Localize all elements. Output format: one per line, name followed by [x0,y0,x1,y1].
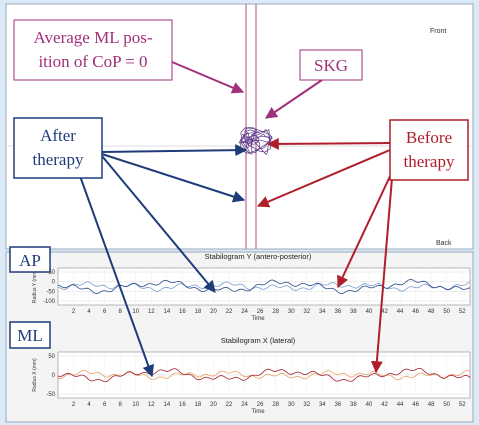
x-tick-label: 24 [241,309,248,315]
annotation-box [299,49,363,81]
chart-title: Stabilogram Y (antero-posterior) [205,252,312,261]
x-tick-label: 26 [257,402,264,408]
arrow [337,171,393,289]
signal-trace [57,367,471,383]
annotation: ition of CoP = 0 [38,52,147,71]
arrow [101,144,248,157]
x-tick-label: 6 [103,309,107,315]
x-tick-label: 52 [459,402,466,408]
x-tick-label: 34 [319,309,326,315]
x-tick-label: 2 [72,402,76,408]
x-tick-label: 26 [257,309,264,315]
x-axis-label: Time [251,409,265,415]
x-tick-label: 4 [87,309,91,315]
x-tick-label: 20 [210,402,217,408]
x-tick-label: 46 [412,402,419,408]
arrow [370,177,393,374]
x-tick-label: 40 [366,309,373,315]
arrow [265,79,323,119]
x-tick-label: 4 [87,402,91,408]
annotation-box [13,19,173,81]
y-axis-label: Radius Y (mm) [32,270,38,303]
x-tick-label: 6 [103,402,107,408]
annotation-box [9,321,51,349]
x-tick-label: 16 [179,309,186,315]
x-tick-label: 22 [226,309,233,315]
x-tick-label: 10 [132,402,139,408]
x-tick-label: 2 [72,309,76,315]
x-tick-label: 22 [226,402,233,408]
annotation-box [389,119,469,181]
x-tick-label: 42 [381,309,388,315]
annotation: After [40,126,76,145]
x-tick-label: 40 [366,402,373,408]
y-tick-label: -50 [46,392,55,398]
x-tick-label: 36 [335,309,342,315]
x-tick-label: 50 [443,402,450,408]
x-tick-label: 48 [428,309,435,315]
annotation: Before [406,128,452,147]
x-tick-label: 50 [443,309,450,315]
skg-trace [238,127,273,156]
x-tick-label: 18 [195,402,202,408]
x-tick-label: 42 [381,402,388,408]
x-tick-label: 30 [288,402,295,408]
x-tick-label: 32 [303,402,310,408]
x-tick-label: 18 [195,309,202,315]
x-tick-label: 32 [303,309,310,315]
signal-trace [57,279,471,295]
y-tick-label: -50 [46,289,55,295]
back-label: Back [436,240,452,247]
arrow [101,153,246,203]
annotation-box [13,117,103,179]
x-tick-label: 14 [163,309,170,315]
chart-title: Stabilogram X (lateral) [221,336,296,345]
x-tick-label: 48 [428,402,435,408]
annotation: AP [19,251,41,270]
x-tick-label: 14 [163,402,170,408]
x-tick-label: 44 [397,402,404,408]
x-tick-label: 46 [412,309,419,315]
front-label: Front [430,28,446,35]
x-tick-label: 52 [459,309,466,315]
arrow [171,61,245,94]
annotation-box [9,246,51,273]
arrow [101,155,216,293]
annotation: therapy [33,150,84,169]
annotation: therapy [404,152,455,171]
x-tick-label: 38 [350,402,357,408]
x-tick-label: 12 [148,402,155,408]
x-tick-label: 28 [272,402,279,408]
x-tick-label: 44 [397,309,404,315]
y-tick-label: 50 [48,270,55,276]
y-axis-label: Radius X (mm) [32,358,38,392]
annotation: ML [17,326,43,345]
x-tick-label: 28 [272,309,279,315]
y-tick-label: 50 [48,354,55,360]
annotation: Average ML pos- [34,28,153,47]
x-tick-label: 10 [132,309,139,315]
x-tick-label: 30 [288,309,295,315]
arrow [266,137,391,150]
x-tick-label: 24 [241,402,248,408]
annotation: SKG [314,56,348,75]
x-tick-label: 8 [119,402,123,408]
x-tick-label: 34 [319,402,326,408]
x-tick-label: 36 [335,402,342,408]
x-tick-label: 8 [119,309,123,315]
x-tick-label: 20 [210,309,217,315]
y-tick-label: -100 [43,299,56,305]
x-tick-label: 12 [148,309,155,315]
arrow [79,175,154,378]
x-tick-label: 38 [350,309,357,315]
arrow [256,149,391,208]
y-tick-label: 0 [52,373,56,379]
y-tick-label: 0 [52,280,56,286]
x-tick-label: 16 [179,402,186,408]
x-axis-label: Time [251,316,265,322]
